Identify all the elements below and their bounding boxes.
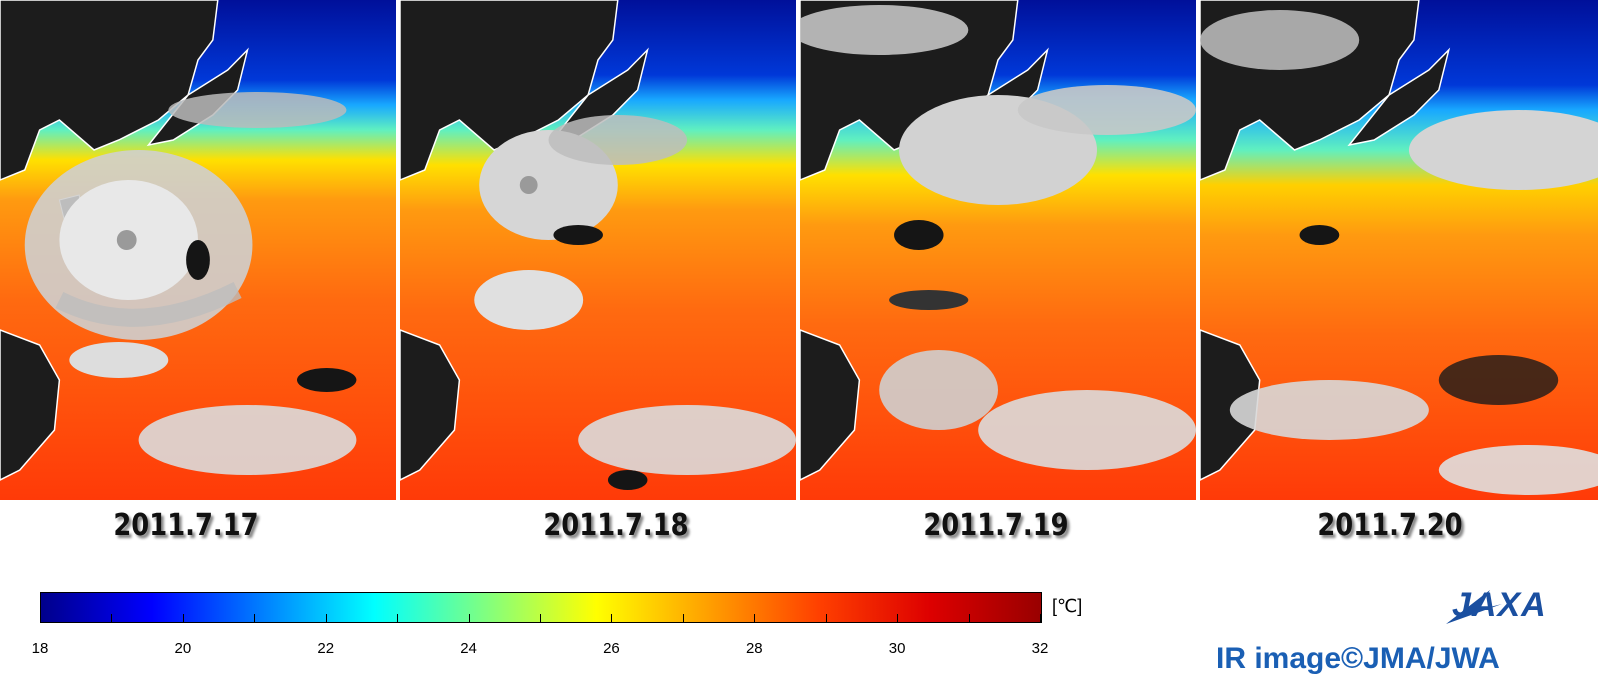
jaxa-logo-text: JAXA — [1452, 586, 1547, 624]
jaxa-logo — [1446, 590, 1502, 624]
date-label-2: 2011.7.18 — [543, 508, 689, 543]
colorbar-tick — [325, 614, 327, 622]
colorbar-tick-label: 22 — [317, 640, 335, 657]
sst-map-panel-2 — [400, 0, 798, 500]
colorbar-tick — [254, 614, 256, 622]
colorbar-tick-label: 18 — [31, 640, 49, 657]
colorbar-gradient — [40, 592, 1042, 623]
colorbar-tick — [611, 614, 613, 622]
colorbar-tick — [825, 614, 827, 622]
colorbar-tick — [1040, 614, 1041, 622]
sst-map-panel-3 — [800, 0, 1198, 500]
date-label-1: 2011.7.17 — [113, 508, 259, 543]
colorbar-tick-label: 20 — [174, 640, 192, 657]
colorbar-tick-label: 30 — [888, 640, 906, 657]
colorbar-tick — [540, 614, 541, 622]
colorbar-legend — [40, 592, 1042, 623]
colorbar-tick-label: 26 — [603, 640, 620, 657]
colorbar-tick-label: 28 — [745, 640, 763, 657]
colorbar-tick — [111, 614, 113, 622]
colorbar-tick — [182, 614, 184, 622]
sst-map-panel-4 — [1200, 0, 1598, 500]
colorbar-tick — [968, 614, 970, 622]
colorbar-tick — [40, 614, 41, 622]
image-credit: IR image©JMA/JWA — [1216, 642, 1500, 675]
colorbar-unit: [℃] — [1052, 596, 1083, 616]
sst-map-panel-1 — [0, 0, 398, 500]
colorbar-tick — [397, 614, 399, 622]
colorbar-tick-label: 32 — [1031, 640, 1049, 657]
colorbar-tick-label: 24 — [460, 640, 477, 657]
date-label-4: 2011.7.20 — [1317, 508, 1463, 543]
sst-panels — [0, 0, 1598, 500]
colorbar-tick — [682, 614, 684, 622]
colorbar-tick — [754, 614, 756, 622]
date-label-3: 2011.7.19 — [923, 508, 1069, 543]
colorbar-tick — [468, 614, 470, 622]
colorbar-tick — [897, 614, 899, 622]
